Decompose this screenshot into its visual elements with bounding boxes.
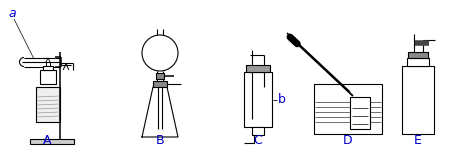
Bar xyxy=(350,97,370,129)
Bar xyxy=(244,72,272,127)
Bar xyxy=(314,84,382,134)
Text: C: C xyxy=(254,134,262,147)
Bar xyxy=(43,66,53,70)
Text: E: E xyxy=(414,134,422,147)
Polygon shape xyxy=(142,87,178,137)
Bar xyxy=(36,87,60,122)
Bar xyxy=(252,127,264,135)
Bar xyxy=(156,73,164,79)
Text: B: B xyxy=(156,134,165,147)
Bar xyxy=(246,65,270,72)
Text: b: b xyxy=(278,93,286,106)
Bar xyxy=(407,58,429,66)
Text: a: a xyxy=(8,7,16,20)
Bar xyxy=(153,81,167,87)
Bar xyxy=(30,139,74,144)
Bar xyxy=(40,70,56,84)
Circle shape xyxy=(142,35,178,71)
Bar xyxy=(402,66,434,134)
Bar xyxy=(408,52,428,58)
Text: D: D xyxy=(343,134,353,147)
Text: A: A xyxy=(43,134,51,147)
